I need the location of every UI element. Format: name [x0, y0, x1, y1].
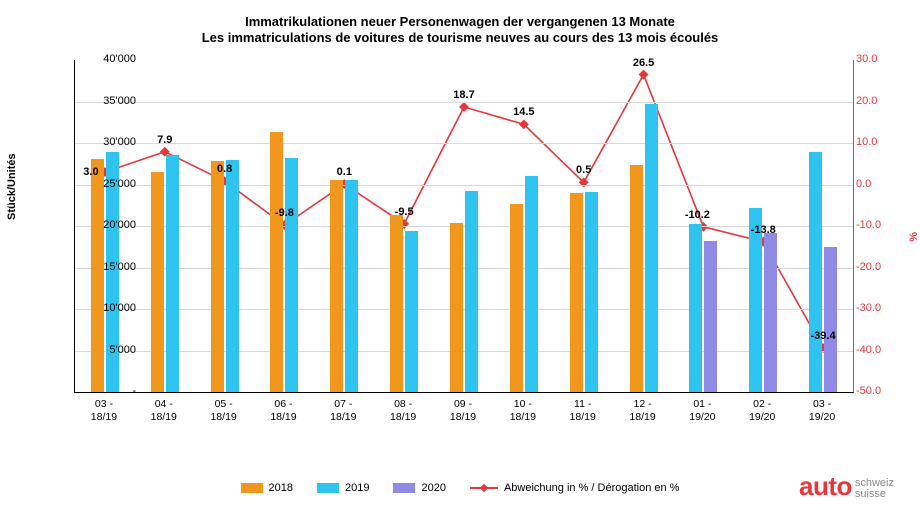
deviation-label: -9.5: [395, 206, 414, 218]
x-tick-label: 09 -18/19: [433, 398, 493, 423]
deviation-label: 0.1: [337, 166, 352, 178]
bar-2018: [630, 165, 643, 392]
legend-label: 2018: [269, 482, 293, 494]
deviation-label: 7.9: [157, 134, 172, 146]
y-left-tick-label: 25'000: [86, 178, 136, 190]
x-tick-label: 04 -18/19: [134, 398, 194, 423]
bar-2020: [764, 233, 777, 392]
legend-label: 2020: [421, 482, 445, 494]
x-tick-label: 08 -18/19: [373, 398, 433, 423]
deviation-label: 26.5: [633, 57, 654, 69]
y-right-tick-label: -20.0: [856, 261, 896, 273]
legend-label: 2019: [345, 482, 369, 494]
y-left-tick-label: 15'000: [86, 261, 136, 273]
bar-2019: [405, 231, 418, 392]
legend-item: Abweichung in % / Dérogation en %: [470, 482, 680, 494]
bar-2020: [824, 247, 837, 392]
chart-title: Immatrikulationen neuer Personenwagen de…: [0, 14, 920, 47]
y-left-tick-label: 10'000: [86, 302, 136, 314]
x-tick-label: 11 -18/19: [553, 398, 613, 423]
deviation-label: -10.2: [685, 209, 710, 221]
deviation-label: 0.5: [576, 164, 591, 176]
bar-2019: [809, 152, 822, 392]
legend: 2018 2019 2020 Abweichung in % / Dérogation…: [0, 482, 920, 494]
bar-2018: [570, 193, 583, 392]
y-left-tick-label: -: [86, 385, 136, 397]
x-tick-label: 03 -19/20: [792, 398, 852, 423]
deviation-label: -13.8: [751, 224, 776, 236]
legend-item: 2019: [317, 482, 369, 494]
bar-2018: [91, 159, 104, 392]
x-tick-label: 07 -18/19: [313, 398, 373, 423]
x-tick-label: 06 -18/19: [253, 398, 313, 423]
logo-brand: auto: [799, 471, 852, 501]
deviation-label: 0.8: [217, 163, 232, 175]
bar-2019: [465, 191, 478, 392]
y-right-tick-label: -30.0: [856, 302, 896, 314]
bar-2019: [345, 180, 358, 392]
deviation-marker: [459, 102, 469, 112]
legend-swatch: [393, 483, 415, 493]
deviation-label: 18.7: [453, 89, 474, 101]
bar-2020: [704, 241, 717, 392]
brand-logo: autoschweizsuisse: [799, 475, 894, 500]
x-tick-label: 03 -18/19: [74, 398, 134, 423]
y-left-tick-label: 5'000: [86, 344, 136, 356]
x-tick-label: 05 -18/19: [194, 398, 254, 423]
y-right-tick-label: 20.0: [856, 95, 896, 107]
x-tick-label: 12 -18/19: [613, 398, 673, 423]
bar-2019: [525, 176, 538, 392]
bar-2018: [270, 132, 283, 392]
deviation-label: -9.8: [275, 207, 294, 219]
bar-2019: [166, 155, 179, 392]
deviation-label: -39.4: [811, 330, 836, 342]
y-right-axis-title: %: [908, 232, 920, 242]
title-fr: Les immatriculations de voitures de tour…: [0, 30, 920, 46]
deviation-label: 3.0: [83, 166, 98, 178]
bar-2018: [330, 180, 343, 392]
legend-swatch: [241, 483, 263, 493]
chart-plot-area: 3.0 7.9 0.8 -9.8 0.1 -9.5 18.7 14.5 0.5 26.5 -10.2…: [74, 60, 854, 393]
deviation-marker: [639, 70, 649, 80]
y-right-tick-label: -10.0: [856, 219, 896, 231]
deviation-label: 14.5: [513, 106, 534, 118]
bar-2019: [689, 224, 702, 392]
bar-2018: [390, 215, 403, 392]
y-right-tick-label: -40.0: [856, 344, 896, 356]
bar-2018: [151, 172, 164, 392]
bar-2019: [226, 160, 239, 392]
bar-2018: [450, 223, 463, 392]
y-left-tick-label: 20'000: [86, 219, 136, 231]
y-right-tick-label: 0.0: [856, 178, 896, 190]
bar-2019: [645, 104, 658, 392]
y-right-tick-label: 10.0: [856, 136, 896, 148]
y-right-tick-label: -50.0: [856, 385, 896, 397]
bar-2018: [510, 204, 523, 392]
x-tick-label: 01 -19/20: [672, 398, 732, 423]
legend-line-icon: [470, 482, 498, 494]
logo-sub2: suisse: [855, 488, 886, 500]
y-left-tick-label: 35'000: [86, 95, 136, 107]
bar-2018: [211, 161, 224, 392]
bar-2019: [585, 192, 598, 392]
legend-item: 2018: [241, 482, 293, 494]
y-left-axis-title: Stück/Unités: [6, 153, 18, 220]
legend-item: 2020: [393, 482, 445, 494]
y-right-tick-label: 30.0: [856, 53, 896, 65]
title-de: Immatrikulationen neuer Personenwagen de…: [0, 14, 920, 30]
y-left-tick-label: 40'000: [86, 53, 136, 65]
bar-2019: [285, 158, 298, 392]
x-tick-label: 02 -19/20: [732, 398, 792, 423]
y-left-tick-label: 30'000: [86, 136, 136, 148]
legend-label: Abweichung in % / Dérogation en %: [504, 482, 680, 494]
legend-swatch: [317, 483, 339, 493]
x-tick-label: 10 -18/19: [493, 398, 553, 423]
